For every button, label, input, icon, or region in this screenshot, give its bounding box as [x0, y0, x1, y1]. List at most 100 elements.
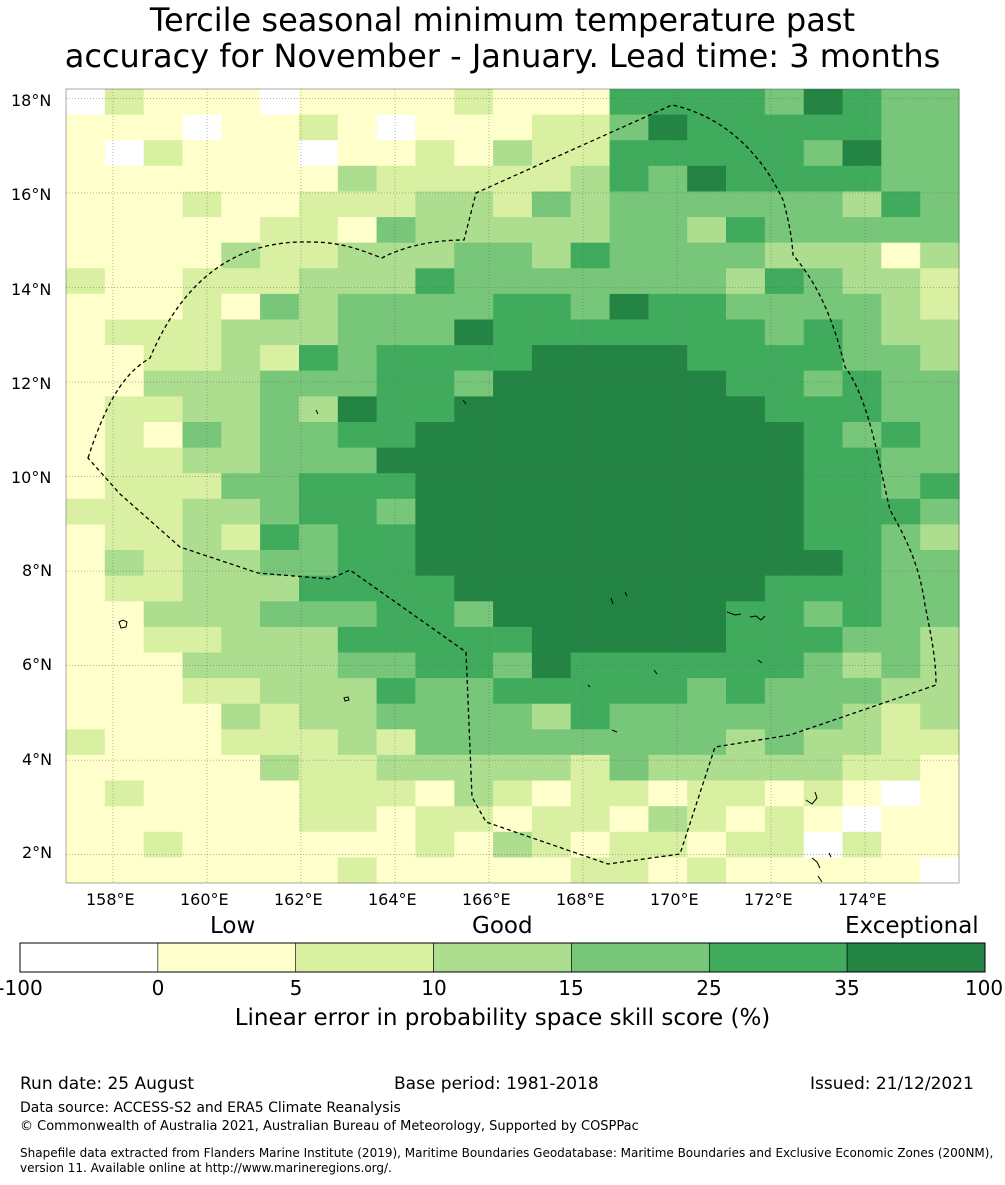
- skill-cell: [415, 242, 455, 269]
- skill-cell: [609, 165, 649, 192]
- skill-cell: [299, 678, 339, 705]
- skill-cell: [842, 191, 882, 218]
- skill-cell: [376, 89, 416, 116]
- skill-cell: [842, 806, 882, 833]
- skill-cell: [570, 575, 611, 602]
- skill-cell: [66, 422, 106, 449]
- skill-cell: [337, 447, 378, 474]
- colorbar-tick: 10: [421, 976, 447, 1000]
- skill-cell: [337, 165, 378, 192]
- skill-cell: [299, 806, 339, 833]
- skill-cell: [648, 754, 688, 782]
- copyright: © Commonwealth of Australia 2021, Austra…: [20, 1119, 639, 1134]
- skill-cell: [609, 575, 649, 602]
- skill-cell: [531, 165, 572, 192]
- skill-cell: [415, 678, 455, 705]
- colorbar-swatch: [433, 942, 572, 973]
- skill-cell: [143, 780, 184, 807]
- skill-cell: [570, 601, 611, 628]
- skill-cell: [531, 831, 572, 858]
- skill-cell: [454, 601, 494, 628]
- skill-cell: [260, 703, 300, 730]
- skill-cell: [842, 268, 882, 295]
- skill-cell: [182, 191, 222, 218]
- skill-cell: [337, 89, 378, 116]
- skill-cell: [493, 703, 533, 730]
- skill-cell: [493, 89, 533, 116]
- skill-cell: [920, 345, 960, 372]
- skill-cell: [687, 498, 727, 525]
- lon-label: 158°E: [86, 890, 135, 909]
- skill-cell: [337, 831, 378, 858]
- skill-cell: [337, 626, 378, 654]
- skill-cell: [764, 703, 805, 730]
- skill-cell: [803, 345, 844, 372]
- skill-cell: [66, 242, 106, 269]
- skill-cell: [493, 857, 533, 884]
- skill-cell: [415, 550, 455, 577]
- skill-cell: [764, 806, 805, 833]
- skill-cell: [842, 703, 882, 730]
- map-frame: [65, 88, 960, 884]
- skill-cell: [376, 422, 416, 449]
- skill-cell: [182, 857, 222, 884]
- skill-cell: [415, 575, 455, 602]
- skill-cell: [531, 575, 572, 602]
- skill-cell: [376, 550, 416, 577]
- skill-cell: [493, 626, 533, 654]
- skill-cell: [493, 524, 533, 551]
- skill-cell: [493, 165, 533, 192]
- skill-cell: [415, 345, 455, 372]
- skill-cell: [493, 370, 533, 397]
- skill-cell: [299, 217, 339, 244]
- skill-cell: [493, 422, 533, 449]
- skill-cell: [648, 524, 688, 551]
- skill-cell: [842, 729, 882, 756]
- skill-cell: [842, 140, 882, 167]
- skill-cell: [648, 268, 688, 295]
- skill-cell: [454, 678, 494, 705]
- skill-cell: [415, 601, 455, 628]
- skill-cell: [648, 703, 688, 730]
- skill-cell: [182, 370, 222, 397]
- skill-cell: [104, 319, 145, 346]
- skill-cell: [337, 217, 378, 244]
- skill-cell: [415, 498, 455, 525]
- skill-cell: [609, 473, 649, 500]
- skill-cell: [415, 217, 455, 244]
- skill-cell: [609, 242, 649, 269]
- skill-cell: [570, 89, 611, 116]
- skill-cell: [221, 447, 261, 474]
- skill-cell: [648, 575, 688, 602]
- skill-cell: [66, 806, 106, 833]
- skill-cell: [376, 268, 416, 295]
- skill-cell: [764, 626, 805, 654]
- skill-cell: [337, 191, 378, 218]
- skill-cell: [66, 678, 106, 705]
- skill-cell: [609, 498, 649, 525]
- skill-cell: [493, 498, 533, 525]
- colorbar-tick: 5: [289, 976, 303, 1000]
- skill-cell: [221, 242, 261, 269]
- skill-cell: [104, 396, 145, 423]
- skill-cell: [221, 422, 261, 449]
- skill-cell: [531, 626, 572, 654]
- skill-cell: [803, 678, 844, 705]
- skill-cell: [648, 729, 688, 756]
- skill-cell: [881, 575, 921, 602]
- skill-cell: [104, 293, 145, 321]
- skill-cell: [221, 319, 261, 346]
- skill-cell: [143, 447, 184, 474]
- skill-cell: [531, 678, 572, 705]
- skill-cell: [687, 550, 727, 577]
- skill-cell: [648, 601, 688, 628]
- skill-cell: [299, 626, 339, 654]
- skill-cell: [143, 806, 184, 833]
- skill-cell: [726, 550, 766, 577]
- skill-cell: [881, 806, 921, 833]
- skill-cell: [648, 422, 688, 449]
- skill-cell: [66, 831, 106, 858]
- skill-cell: [609, 422, 649, 449]
- skill-cell: [221, 524, 261, 551]
- skill-cell: [66, 575, 106, 602]
